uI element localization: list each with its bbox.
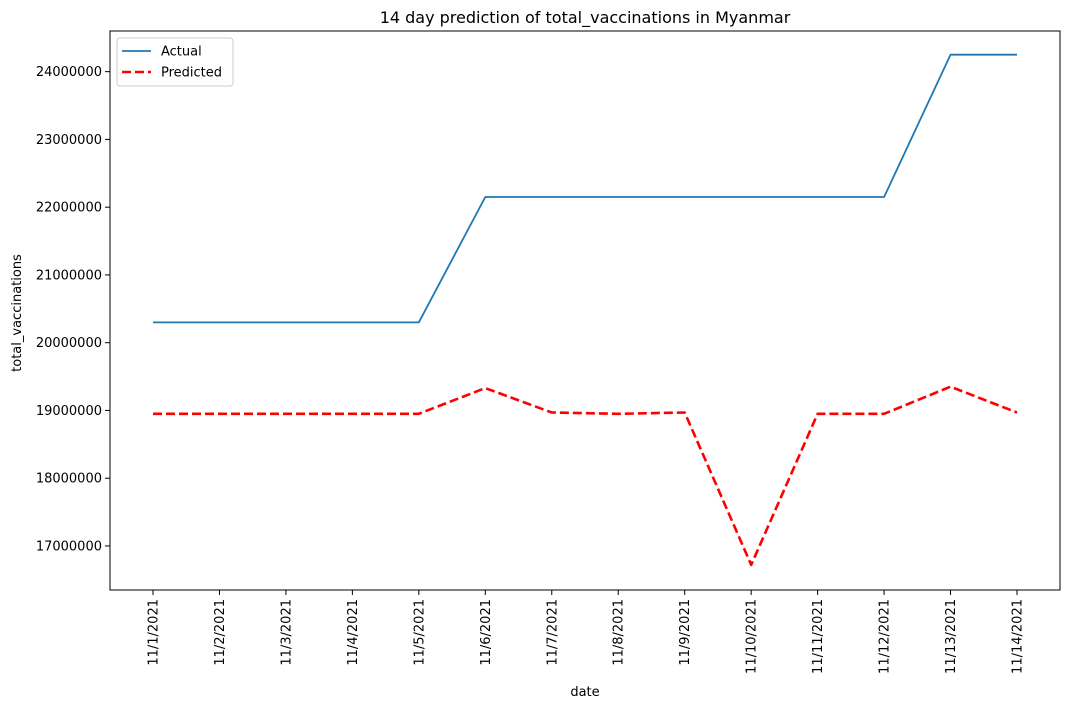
x-tick-label: 11/8/2021 bbox=[612, 599, 627, 666]
x-tick-label: 11/6/2021 bbox=[479, 599, 494, 666]
x-axis-label: date bbox=[570, 685, 599, 700]
y-tick-label: 17000000 bbox=[36, 539, 102, 554]
y-tick-label: 23000000 bbox=[36, 133, 102, 148]
legend-label-predicted: Predicted bbox=[161, 66, 222, 81]
y-tick-label: 19000000 bbox=[36, 404, 102, 419]
legend-label-actual: Actual bbox=[161, 45, 202, 60]
x-tick-label: 11/2/2021 bbox=[213, 599, 228, 666]
x-tick-label: 11/11/2021 bbox=[811, 599, 826, 674]
y-tick-label: 21000000 bbox=[36, 268, 102, 283]
x-tick-label: 11/12/2021 bbox=[878, 599, 893, 674]
series-layer bbox=[153, 53, 1018, 567]
y-tick-label: 24000000 bbox=[36, 65, 102, 80]
series-line-predicted bbox=[153, 385, 1018, 567]
x-tick-label: 11/4/2021 bbox=[346, 599, 361, 666]
x-tick-label: 11/3/2021 bbox=[279, 599, 294, 666]
x-tick-label: 11/1/2021 bbox=[147, 599, 162, 666]
series-line-actual bbox=[153, 53, 1017, 324]
y-tick-label: 22000000 bbox=[36, 201, 102, 216]
y-tick-label: 20000000 bbox=[36, 336, 102, 351]
y-axis-label: total_vaccinations bbox=[10, 254, 25, 372]
y-axis: 17000000 18000000 19000000 20000000 21000000… bbox=[36, 65, 110, 554]
x-axis: 11/1/2021 11/2/2021 11/3/2021 11/4/2021 11/5… bbox=[147, 590, 1026, 674]
x-tick-label: 11/14/2021 bbox=[1011, 599, 1026, 674]
x-tick-label: 11/5/2021 bbox=[412, 599, 427, 666]
plot-area-frame bbox=[109, 30, 1061, 591]
x-tick-label: 11/10/2021 bbox=[745, 599, 760, 674]
chart-title: 14 day prediction of total_vaccinations … bbox=[380, 8, 791, 28]
x-tick-label: 11/13/2021 bbox=[944, 599, 959, 674]
legend: Actual Predicted bbox=[116, 37, 234, 87]
x-tick-label: 11/7/2021 bbox=[545, 599, 560, 666]
legend-box bbox=[116, 37, 234, 87]
y-tick-label: 18000000 bbox=[36, 472, 102, 487]
x-tick-label: 11/9/2021 bbox=[678, 599, 693, 666]
